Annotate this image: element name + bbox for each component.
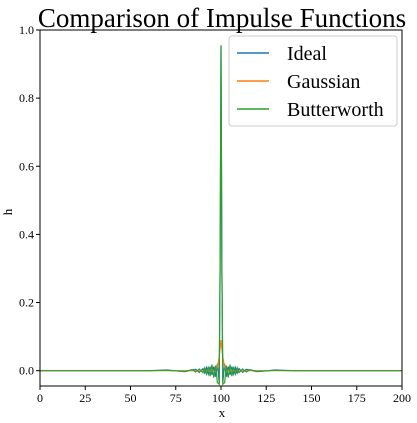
chart-title: Comparison of Impulse Functions: [38, 3, 406, 33]
legend-label-gaussian: Gaussian: [287, 71, 360, 93]
y-tick-label: 0.0: [19, 364, 34, 378]
x-tick-label: 150: [303, 391, 321, 405]
x-tick-label: 200: [393, 391, 411, 405]
x-axis: 0 25 50 75 100 125 150 175 200: [37, 386, 411, 405]
y-axis: 0.0 0.2 0.4 0.6 0.8 1.0: [19, 23, 40, 378]
legend-label-butterworth: Butterworth: [287, 99, 384, 121]
y-tick-label: 0.2: [19, 296, 34, 310]
y-tick-label: 1.0: [19, 23, 34, 37]
y-tick-label: 0.4: [19, 227, 34, 241]
x-axis-label: x: [219, 405, 226, 420]
x-tick-label: 100: [212, 391, 230, 405]
series-line-butterworth: [40, 45, 402, 386]
x-tick-label: 75: [170, 391, 182, 405]
x-tick-label: 175: [348, 391, 366, 405]
y-tick-label: 0.6: [19, 159, 34, 173]
x-tick-label: 50: [125, 391, 137, 405]
series-line-gaussian: [40, 339, 402, 372]
legend-box: [228, 35, 398, 127]
legend: Ideal Gaussian Butterworth: [228, 35, 398, 127]
y-axis-label: h: [0, 208, 15, 215]
legend-label-ideal: Ideal: [287, 43, 327, 65]
x-tick-label: 125: [257, 391, 275, 405]
y-tick-label: 0.8: [19, 91, 34, 105]
x-tick-label: 0: [37, 391, 43, 405]
x-tick-label: 25: [79, 391, 91, 405]
